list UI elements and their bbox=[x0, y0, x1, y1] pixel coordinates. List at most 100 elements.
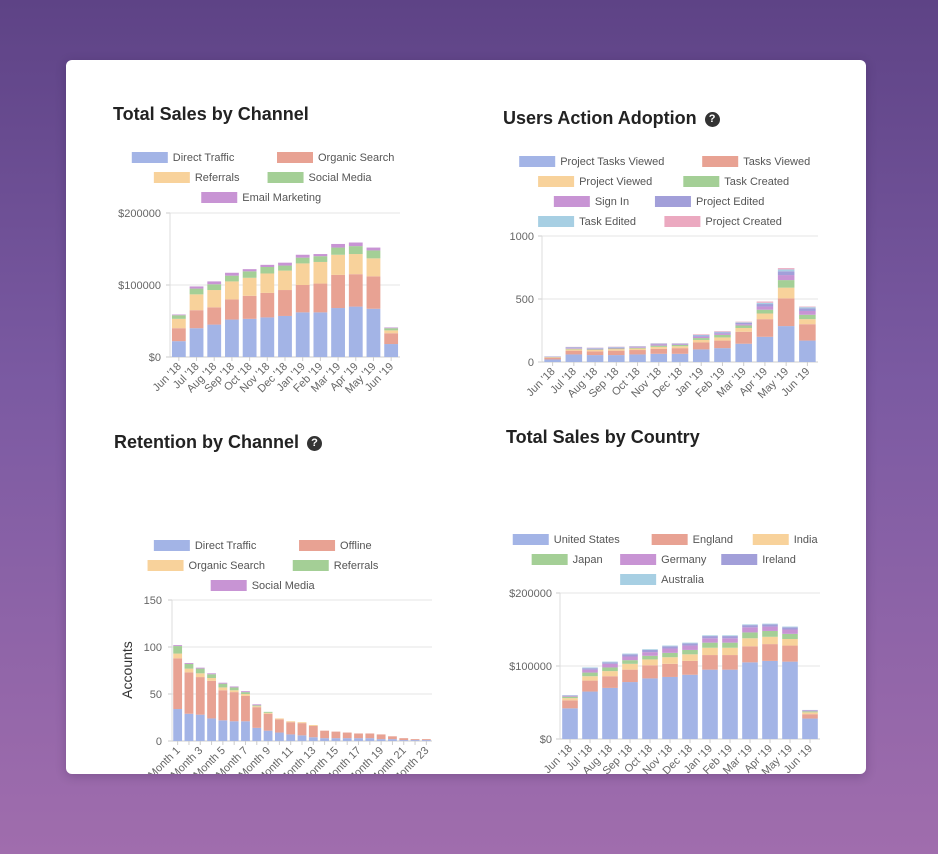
bar-segment bbox=[722, 642, 738, 648]
bar-segment bbox=[313, 261, 328, 284]
bar-segment bbox=[650, 343, 668, 345]
legend-swatch bbox=[277, 152, 313, 163]
legend-label: Japan bbox=[573, 554, 603, 566]
bar-segment bbox=[308, 737, 318, 741]
bar-segment bbox=[565, 348, 583, 349]
bar-segment bbox=[608, 348, 625, 350]
bar-segment bbox=[331, 274, 345, 309]
bar-segment bbox=[799, 310, 816, 315]
bar-segment bbox=[608, 347, 625, 349]
legend-swatch bbox=[721, 554, 758, 565]
bar-segment bbox=[366, 276, 381, 309]
bar-segment bbox=[782, 626, 798, 628]
bar-segment bbox=[692, 335, 710, 337]
legend-label: Social Media bbox=[252, 580, 316, 592]
panel-sales-by-channel: Total Sales by Channel Direct Traffic Org… bbox=[66, 60, 466, 417]
bar-segment bbox=[762, 630, 778, 637]
bar-segment bbox=[714, 340, 731, 349]
bar-segment bbox=[702, 635, 718, 637]
chart-title: Retention by Channel? bbox=[114, 432, 323, 453]
bar-segment bbox=[366, 308, 381, 357]
bar-segment bbox=[742, 638, 758, 647]
bar-segment bbox=[742, 632, 758, 639]
bar-segment bbox=[802, 712, 818, 715]
legend-swatch bbox=[538, 216, 575, 227]
legend-swatch bbox=[519, 156, 556, 167]
bar-segment bbox=[762, 623, 778, 625]
bar-segment bbox=[799, 307, 816, 309]
bar-segment bbox=[586, 355, 604, 362]
bar-segment bbox=[274, 732, 284, 741]
bar-segment bbox=[777, 269, 795, 272]
bar-segment bbox=[602, 671, 618, 677]
bar-segment bbox=[756, 313, 774, 320]
bar-segment bbox=[702, 669, 718, 739]
bar-segment bbox=[692, 349, 710, 362]
bar-segment bbox=[642, 659, 658, 666]
dashboard-card: Total Sales by Channel Direct Traffic Org… bbox=[66, 60, 866, 774]
legend-swatch bbox=[147, 560, 184, 571]
bar-segment bbox=[622, 660, 638, 664]
legend-label: Organic Search bbox=[189, 560, 265, 572]
question-circle-icon[interactable]: ? bbox=[307, 436, 323, 451]
bar-segment bbox=[189, 294, 204, 311]
legend-swatch bbox=[201, 192, 238, 203]
bar-segment bbox=[799, 314, 816, 320]
bar-segment bbox=[586, 348, 604, 350]
legend-swatch bbox=[651, 534, 688, 545]
bar-segment bbox=[650, 353, 668, 362]
bar-segment bbox=[384, 330, 399, 334]
bar-segment bbox=[642, 665, 658, 679]
bar-segment bbox=[629, 347, 646, 348]
bar-segment bbox=[662, 676, 678, 739]
bar-segment bbox=[777, 275, 795, 281]
legend-label: England bbox=[693, 534, 733, 546]
bar-segment bbox=[662, 663, 678, 677]
bar-segment bbox=[331, 247, 345, 255]
bar-segment bbox=[562, 695, 578, 697]
chart-sales-by-country: United States England India Japan Germany Ire… bbox=[509, 534, 820, 774]
y-tick-label: 1000 bbox=[510, 231, 534, 243]
bar-segment bbox=[762, 624, 778, 627]
question-circle-icon[interactable]: ? bbox=[704, 112, 720, 127]
bar-segment bbox=[313, 256, 328, 262]
bar-segment bbox=[295, 254, 310, 258]
bar-segment bbox=[286, 734, 296, 741]
bar-segment bbox=[207, 718, 216, 741]
bar-segment bbox=[714, 331, 731, 332]
bar-segment bbox=[173, 645, 183, 647]
bar-segment bbox=[331, 243, 345, 248]
bar-segment bbox=[642, 678, 658, 739]
bar-segment bbox=[602, 667, 618, 672]
bar-segment bbox=[278, 270, 292, 291]
y-tick-label: 0 bbox=[528, 357, 534, 369]
bar-segment bbox=[384, 333, 399, 345]
bar-segment bbox=[242, 318, 257, 357]
bar-segment bbox=[777, 287, 795, 299]
bar-segment bbox=[260, 273, 275, 293]
bar-segment bbox=[602, 687, 618, 739]
bar-segment bbox=[274, 718, 284, 720]
bar-segment bbox=[642, 649, 658, 650]
bar-segment bbox=[702, 638, 718, 643]
bar-segment bbox=[189, 310, 204, 329]
bar-segment bbox=[714, 337, 731, 341]
bar-segment bbox=[189, 288, 204, 295]
bar-segment bbox=[171, 341, 186, 357]
bar-segment bbox=[189, 328, 204, 357]
bar-segment bbox=[802, 711, 818, 713]
chart-title-text: Retention by Channel bbox=[114, 432, 300, 452]
bar-segment bbox=[799, 324, 816, 341]
bar-segment bbox=[692, 334, 710, 336]
y-tick-label: 50 bbox=[150, 689, 162, 701]
legend-label: Sign In bbox=[595, 196, 629, 208]
bar-segment bbox=[777, 280, 795, 288]
bar-segment bbox=[421, 739, 431, 741]
bar-segment bbox=[782, 633, 798, 639]
bar-segment bbox=[722, 669, 738, 739]
bar-segment bbox=[313, 283, 328, 313]
bar-segment bbox=[171, 318, 186, 329]
bar-segment bbox=[252, 707, 262, 728]
bar-segment bbox=[582, 668, 598, 670]
bar-segment bbox=[295, 285, 310, 313]
